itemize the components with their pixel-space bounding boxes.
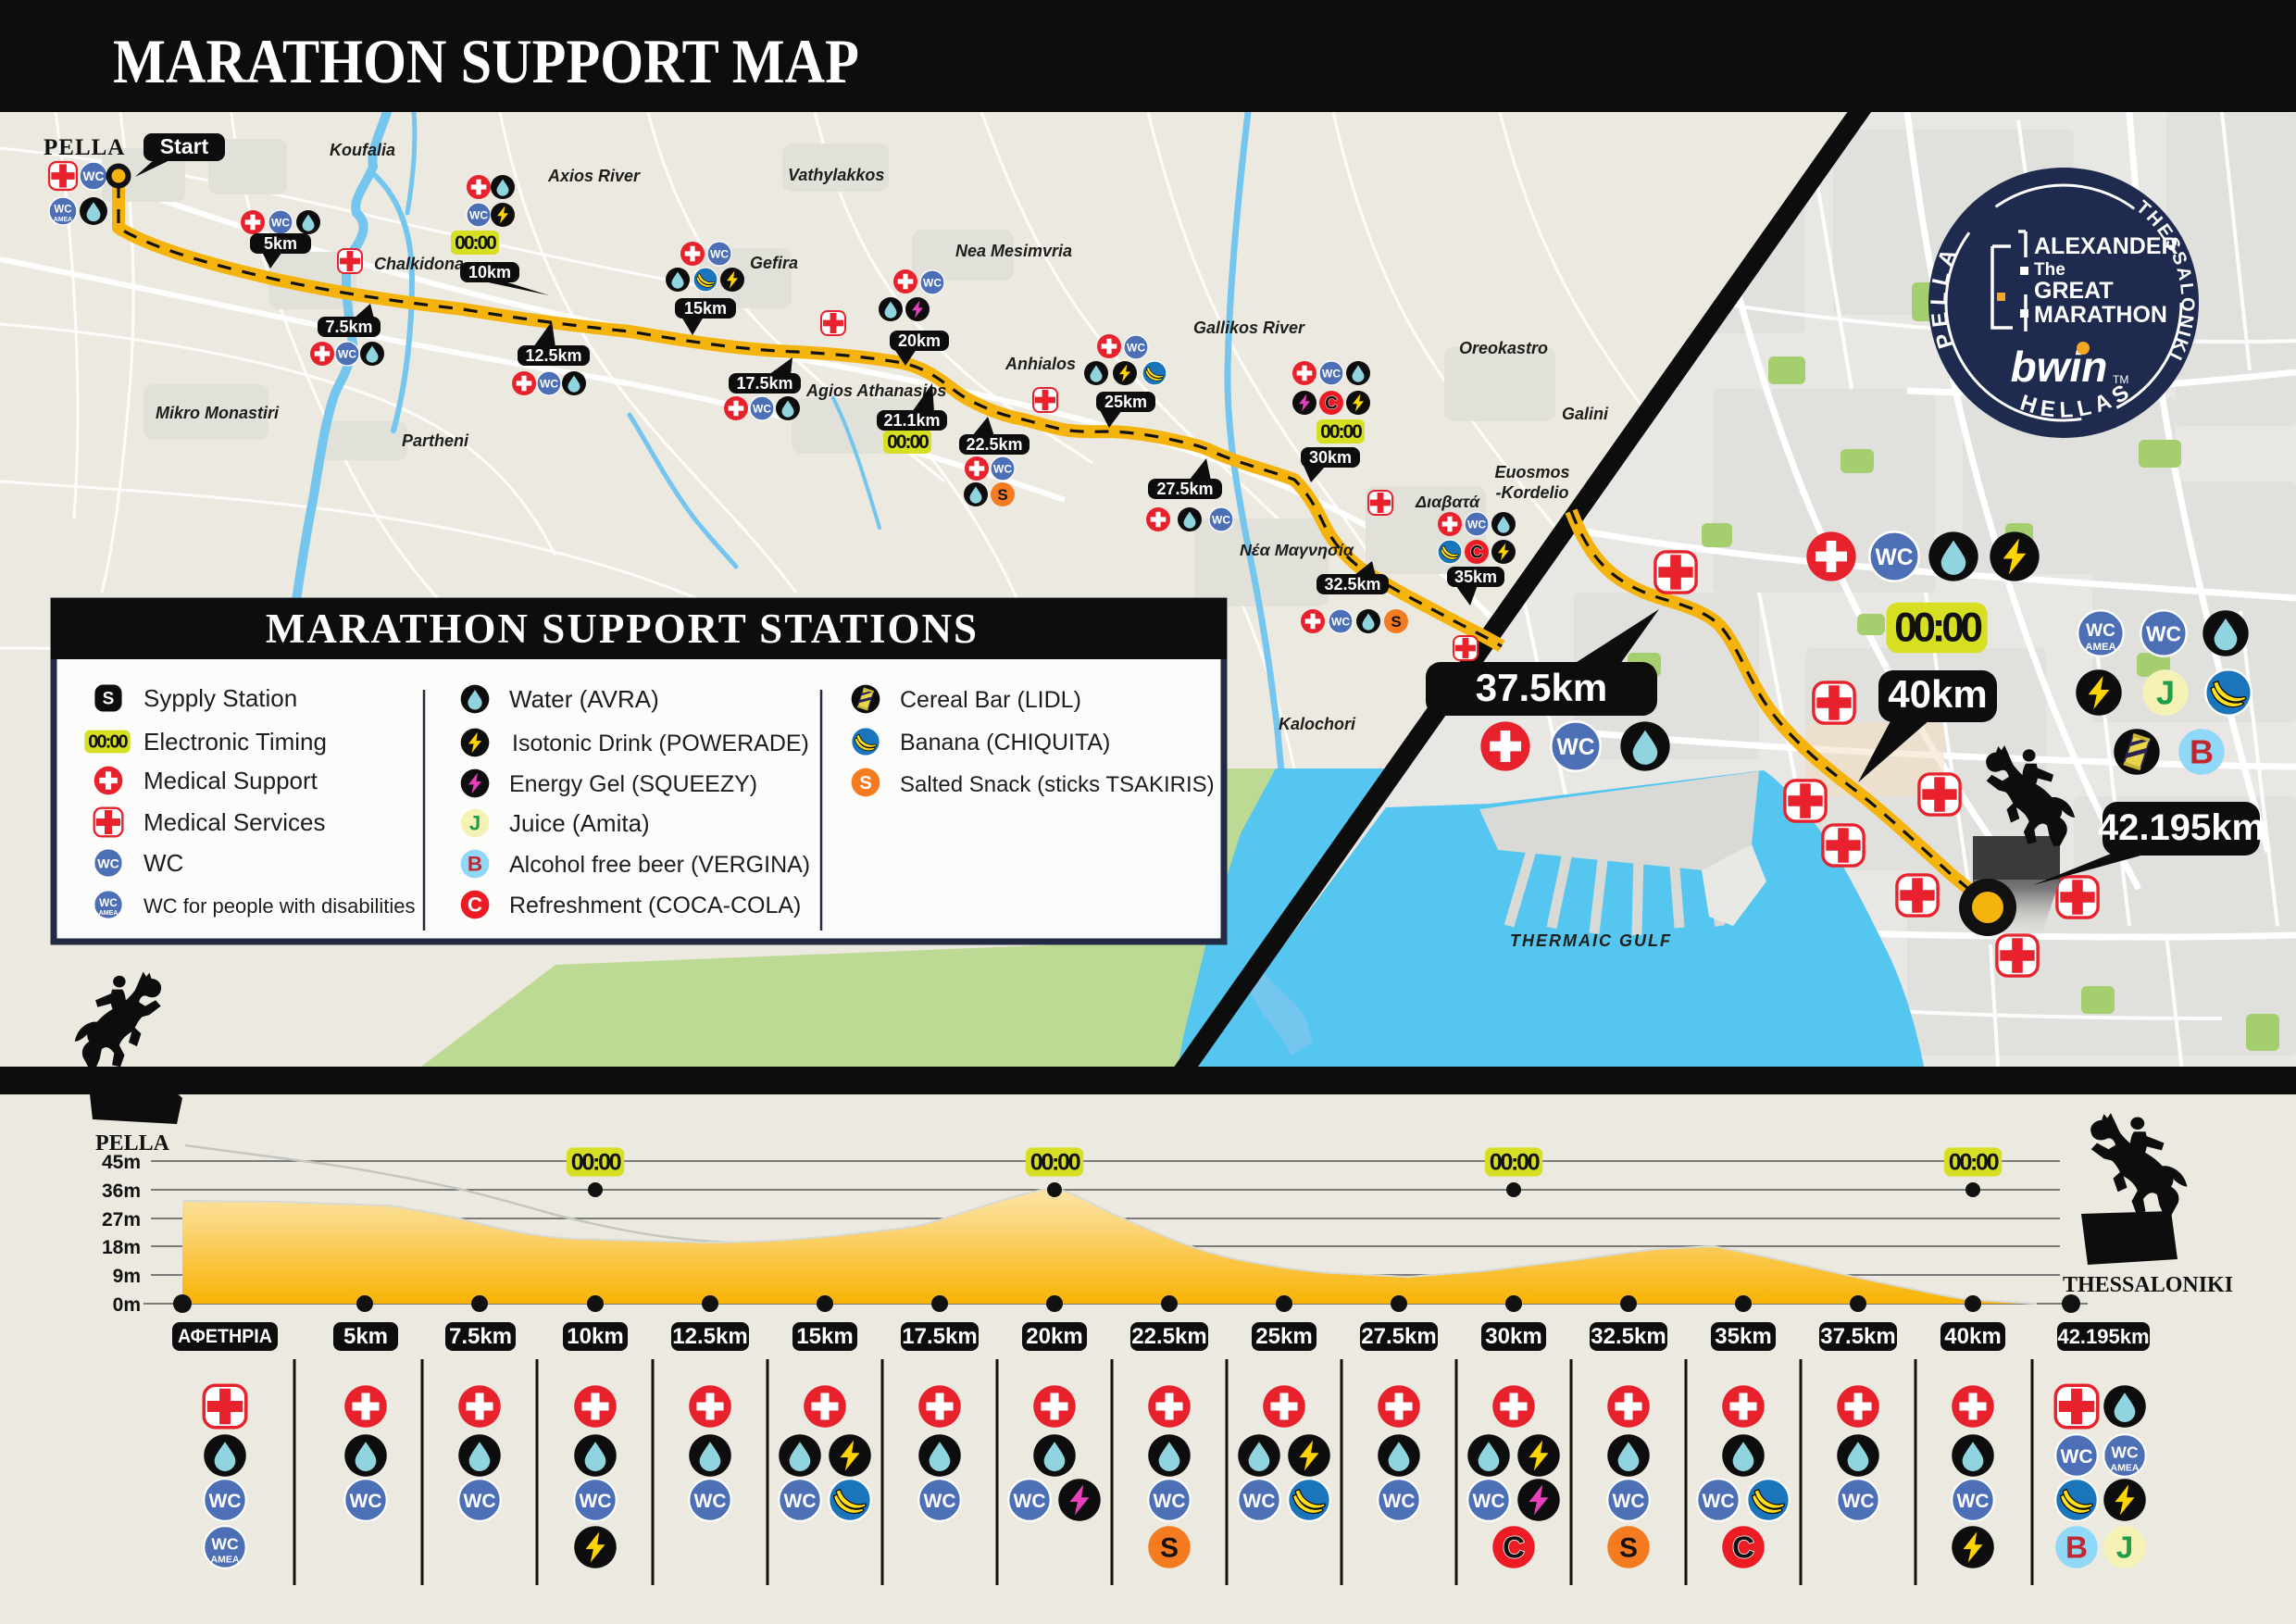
svg-text:21.1km: 21.1km bbox=[883, 411, 940, 430]
svg-text:MARATHON: MARATHON bbox=[2034, 302, 2167, 328]
svg-text:Salted Snack (sticks TSAKIRIS): Salted Snack (sticks TSAKIRIS) bbox=[900, 772, 1215, 797]
svg-text:Medical Services: Medical Services bbox=[144, 808, 326, 836]
svg-text:Gefira: Gefira bbox=[750, 254, 798, 272]
svg-text:5km: 5km bbox=[343, 1324, 388, 1349]
svg-text:40km: 40km bbox=[1944, 1324, 2001, 1349]
svg-text:Euosmos: Euosmos bbox=[1494, 463, 1569, 481]
svg-text:Galini: Galini bbox=[1562, 405, 1609, 423]
svg-text:32.5km: 32.5km bbox=[1324, 575, 1380, 593]
svg-text:Sypply Station: Sypply Station bbox=[144, 684, 297, 712]
svg-text:35km: 35km bbox=[1454, 568, 1497, 586]
svg-text:Διαβατά: Διαβατά bbox=[1415, 493, 1480, 511]
svg-text:C: C bbox=[468, 893, 482, 917]
svg-text:20km: 20km bbox=[898, 331, 941, 350]
svg-text:27.5km: 27.5km bbox=[1361, 1324, 1436, 1349]
svg-text:27.5km: 27.5km bbox=[1156, 480, 1213, 498]
svg-text:bwin: bwin bbox=[2011, 343, 2108, 391]
svg-text:Alcohol free beer (VERGINA): Alcohol free beer (VERGINA) bbox=[509, 852, 810, 878]
svg-text:Banana (CHIQUITA): Banana (CHIQUITA) bbox=[900, 730, 1110, 756]
svg-text:42.195km: 42.195km bbox=[2098, 807, 2265, 848]
svg-text:12.5km: 12.5km bbox=[525, 346, 581, 365]
svg-text:Koufalia: Koufalia bbox=[330, 141, 395, 159]
svg-text:Electronic Timing: Electronic Timing bbox=[144, 728, 327, 756]
svg-text:PELLA: PELLA bbox=[44, 135, 125, 160]
svg-text:20km: 20km bbox=[1026, 1324, 1082, 1349]
svg-text:Gallikos River: Gallikos River bbox=[1193, 319, 1305, 337]
svg-text:5km: 5km bbox=[264, 234, 297, 253]
svg-text:Cereal Bar (LIDL): Cereal Bar (LIDL) bbox=[900, 687, 1081, 713]
svg-text:Energy Gel (SQUEEZY): Energy Gel (SQUEEZY) bbox=[509, 771, 757, 797]
svg-text:30km: 30km bbox=[1309, 448, 1352, 467]
svg-text:0m: 0m bbox=[113, 1294, 141, 1316]
svg-text:22.5km: 22.5km bbox=[966, 435, 1022, 454]
svg-text:THERMAIC GULF: THERMAIC GULF bbox=[1510, 931, 1672, 950]
svg-text:9m: 9m bbox=[113, 1266, 141, 1287]
svg-text:17.5km: 17.5km bbox=[736, 374, 792, 393]
svg-text:10km: 10km bbox=[468, 263, 511, 281]
svg-text:17.5km: 17.5km bbox=[902, 1324, 977, 1349]
svg-text:Νέα Μαγνησία: Νέα Μαγνησία bbox=[1240, 541, 1354, 559]
svg-text:7.5km: 7.5km bbox=[325, 318, 372, 336]
svg-text:WC: WC bbox=[144, 849, 183, 877]
svg-text:37.5km: 37.5km bbox=[1476, 666, 1607, 709]
svg-text:Oreokastro: Oreokastro bbox=[1459, 339, 1548, 357]
svg-text:37.5km: 37.5km bbox=[1820, 1324, 1895, 1349]
svg-text:40km: 40km bbox=[1888, 672, 1987, 716]
svg-text:12.5km: 12.5km bbox=[672, 1324, 747, 1349]
svg-text:Axios River: Axios River bbox=[547, 167, 641, 185]
svg-text:Anhialos: Anhialos bbox=[1004, 355, 1076, 373]
svg-text:MARATHON SUPPORT STATIONS: MARATHON SUPPORT STATIONS bbox=[266, 606, 979, 652]
svg-text:25km: 25km bbox=[1104, 393, 1147, 411]
svg-text:Water (AVRA): Water (AVRA) bbox=[509, 685, 659, 713]
svg-text:35km: 35km bbox=[1715, 1324, 1771, 1349]
svg-text:45m: 45m bbox=[102, 1152, 141, 1173]
svg-text:-Kordelio: -Kordelio bbox=[1496, 483, 1569, 502]
svg-text:42.195km: 42.195km bbox=[2057, 1325, 2149, 1348]
svg-text:WC for people with disabilitie: WC for people with disabilities bbox=[144, 894, 415, 918]
svg-text:Chalkidona: Chalkidona bbox=[374, 255, 464, 273]
svg-text:S: S bbox=[859, 773, 871, 793]
svg-text:Refreshment (COCA-COLA): Refreshment (COCA-COLA) bbox=[509, 893, 801, 918]
svg-text:Isotonic Drink (POWERADE): Isotonic Drink (POWERADE) bbox=[512, 731, 809, 756]
svg-text:Vathylakkos: Vathylakkos bbox=[788, 166, 884, 184]
svg-text:Kalochori: Kalochori bbox=[1279, 715, 1356, 733]
svg-text:TM: TM bbox=[2113, 373, 2128, 386]
svg-text:32.5km: 32.5km bbox=[1591, 1324, 1666, 1349]
svg-text:THESSALONIKI: THESSALONIKI bbox=[2063, 1273, 2233, 1297]
svg-text:ALEXANDER: ALEXANDER bbox=[2034, 233, 2178, 259]
svg-text:25km: 25km bbox=[1255, 1324, 1312, 1349]
svg-text:Partheni: Partheni bbox=[402, 431, 469, 450]
svg-text:7.5km: 7.5km bbox=[449, 1324, 512, 1349]
svg-text:GREAT: GREAT bbox=[2034, 278, 2114, 304]
svg-text:Juice (Amita): Juice (Amita) bbox=[509, 809, 650, 837]
svg-text:Start: Start bbox=[160, 134, 209, 158]
svg-text:ΑΦΕΤΗΡΙΑ: ΑΦΕΤΗΡΙΑ bbox=[178, 1326, 272, 1347]
svg-text:PELLA: PELLA bbox=[95, 1131, 170, 1156]
svg-text:22.5km: 22.5km bbox=[1131, 1324, 1206, 1349]
svg-text:Medical Support: Medical Support bbox=[144, 767, 318, 794]
svg-text:MARATHON SUPPORT MAP: MARATHON SUPPORT MAP bbox=[113, 26, 859, 96]
svg-text:Mikro Monastiri: Mikro Monastiri bbox=[156, 404, 280, 422]
svg-text:15km: 15km bbox=[796, 1324, 853, 1349]
svg-text:Nea Mesimvria: Nea Mesimvria bbox=[955, 242, 1072, 260]
svg-text:27m: 27m bbox=[102, 1209, 141, 1230]
svg-text:Agios Athanasios: Agios Athanasios bbox=[805, 381, 946, 400]
svg-text:36m: 36m bbox=[102, 1181, 141, 1202]
svg-text:15km: 15km bbox=[684, 299, 727, 318]
svg-text:10km: 10km bbox=[567, 1324, 623, 1349]
svg-text:The: The bbox=[2034, 260, 2065, 280]
svg-text:18m: 18m bbox=[102, 1237, 141, 1258]
svg-text:30km: 30km bbox=[1485, 1324, 1541, 1349]
